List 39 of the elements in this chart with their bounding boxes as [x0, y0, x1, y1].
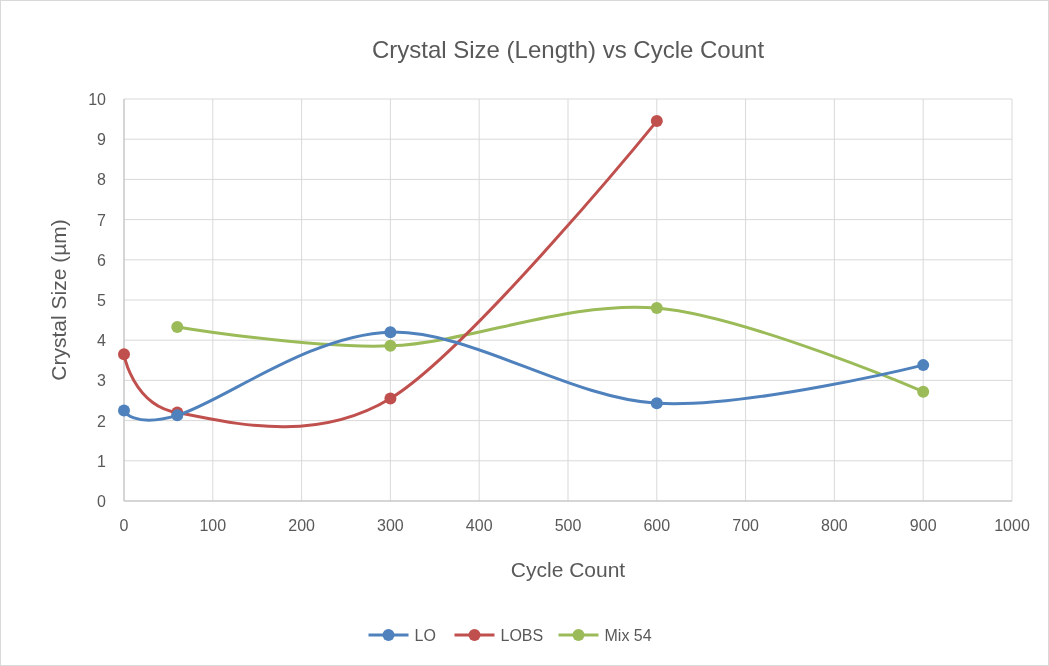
- x-tick-label: 400: [465, 517, 493, 534]
- y-tick-label: 9: [97, 131, 107, 149]
- legend-label: LO: [414, 627, 436, 644]
- x-tick-label: 500: [554, 517, 582, 534]
- x-axis-title: Cycle Count: [510, 558, 626, 581]
- point: [384, 392, 397, 405]
- y-tick-label: 2: [97, 412, 107, 430]
- point: [384, 339, 397, 352]
- point: [171, 320, 184, 333]
- point: [650, 397, 663, 410]
- y-tick-label: 6: [97, 251, 107, 269]
- y-tick-label: 8: [97, 171, 107, 189]
- legend-label: Mix 54: [604, 627, 652, 644]
- x-tick-label: 600: [643, 517, 671, 534]
- point: [118, 348, 130, 361]
- x-tick-label: 200: [288, 517, 316, 534]
- y-tick-label: 3: [97, 372, 107, 390]
- y-tick-label: 1: [97, 452, 107, 470]
- y-tick-label: 0: [97, 493, 107, 510]
- chart-title: Crystal Size (Length) vs Cycle Count: [371, 36, 765, 63]
- legend-label: LOBS: [500, 627, 544, 644]
- point: [650, 115, 663, 128]
- x-tick-label: 700: [732, 517, 760, 534]
- point: [384, 326, 397, 339]
- y-tick-label: 7: [97, 211, 107, 229]
- y-axis-title: Crystal Size (µm): [47, 219, 70, 381]
- x-tick-label: 100: [199, 517, 227, 534]
- y-tick-label: 10: [88, 91, 107, 108]
- y-tick-label: 4: [97, 332, 107, 350]
- point: [917, 359, 930, 372]
- x-tick-label: 900: [909, 517, 937, 534]
- point: [118, 404, 130, 417]
- point: [917, 385, 930, 398]
- x-tick-label: 300: [377, 517, 404, 534]
- x-tick-label: 1000: [994, 517, 1030, 534]
- y-tick-label: 5: [97, 292, 107, 309]
- x-tick-label: 800: [821, 517, 848, 534]
- point: [650, 302, 663, 315]
- x-tick-label: 0: [119, 517, 129, 534]
